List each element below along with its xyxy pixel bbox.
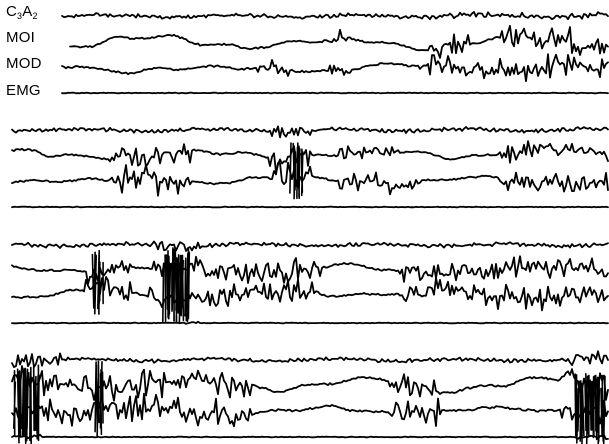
c3-subscript: 3	[17, 11, 23, 21]
panel4-eeg-trace	[11, 350, 609, 368]
panel4-mod-trace	[11, 392, 609, 428]
panel2-emg-trace	[11, 205, 609, 209]
panel4-artifact-right	[574, 373, 606, 444]
panel3-artifact-left	[91, 249, 104, 315]
panel4-moi-trace	[11, 365, 609, 402]
panel3-artifact-center	[162, 247, 191, 324]
panel1-moi-trace	[69, 24, 609, 59]
panel2-eeg-trace	[11, 125, 609, 139]
panel2-moi-trace	[11, 140, 609, 173]
a2-letter: A	[22, 3, 33, 20]
channel-label-c3a2: C3A2	[6, 3, 38, 21]
panel2-artifact	[289, 142, 304, 200]
panel3-moi-trace	[11, 255, 609, 285]
channel-label-emg: EMG	[6, 82, 41, 99]
panel4-emg-trace	[11, 433, 609, 440]
panel3-mod-trace	[11, 276, 609, 312]
panel3-emg-trace	[11, 320, 609, 325]
c3-letter: C	[6, 3, 18, 20]
panel1-emg-trace	[61, 91, 609, 95]
panel4-artifact-left	[13, 364, 40, 444]
panel1-mod-trace	[61, 53, 609, 82]
a2-subscript: 2	[32, 11, 38, 21]
panel4-artifact-mid	[94, 360, 104, 438]
panel2-mod-trace	[11, 161, 609, 197]
panel1-eeg-trace	[61, 11, 609, 21]
channel-label-moi: MOI	[6, 29, 35, 46]
channel-label-mod: MOD	[6, 55, 42, 72]
panel3-eeg-trace	[11, 240, 609, 252]
